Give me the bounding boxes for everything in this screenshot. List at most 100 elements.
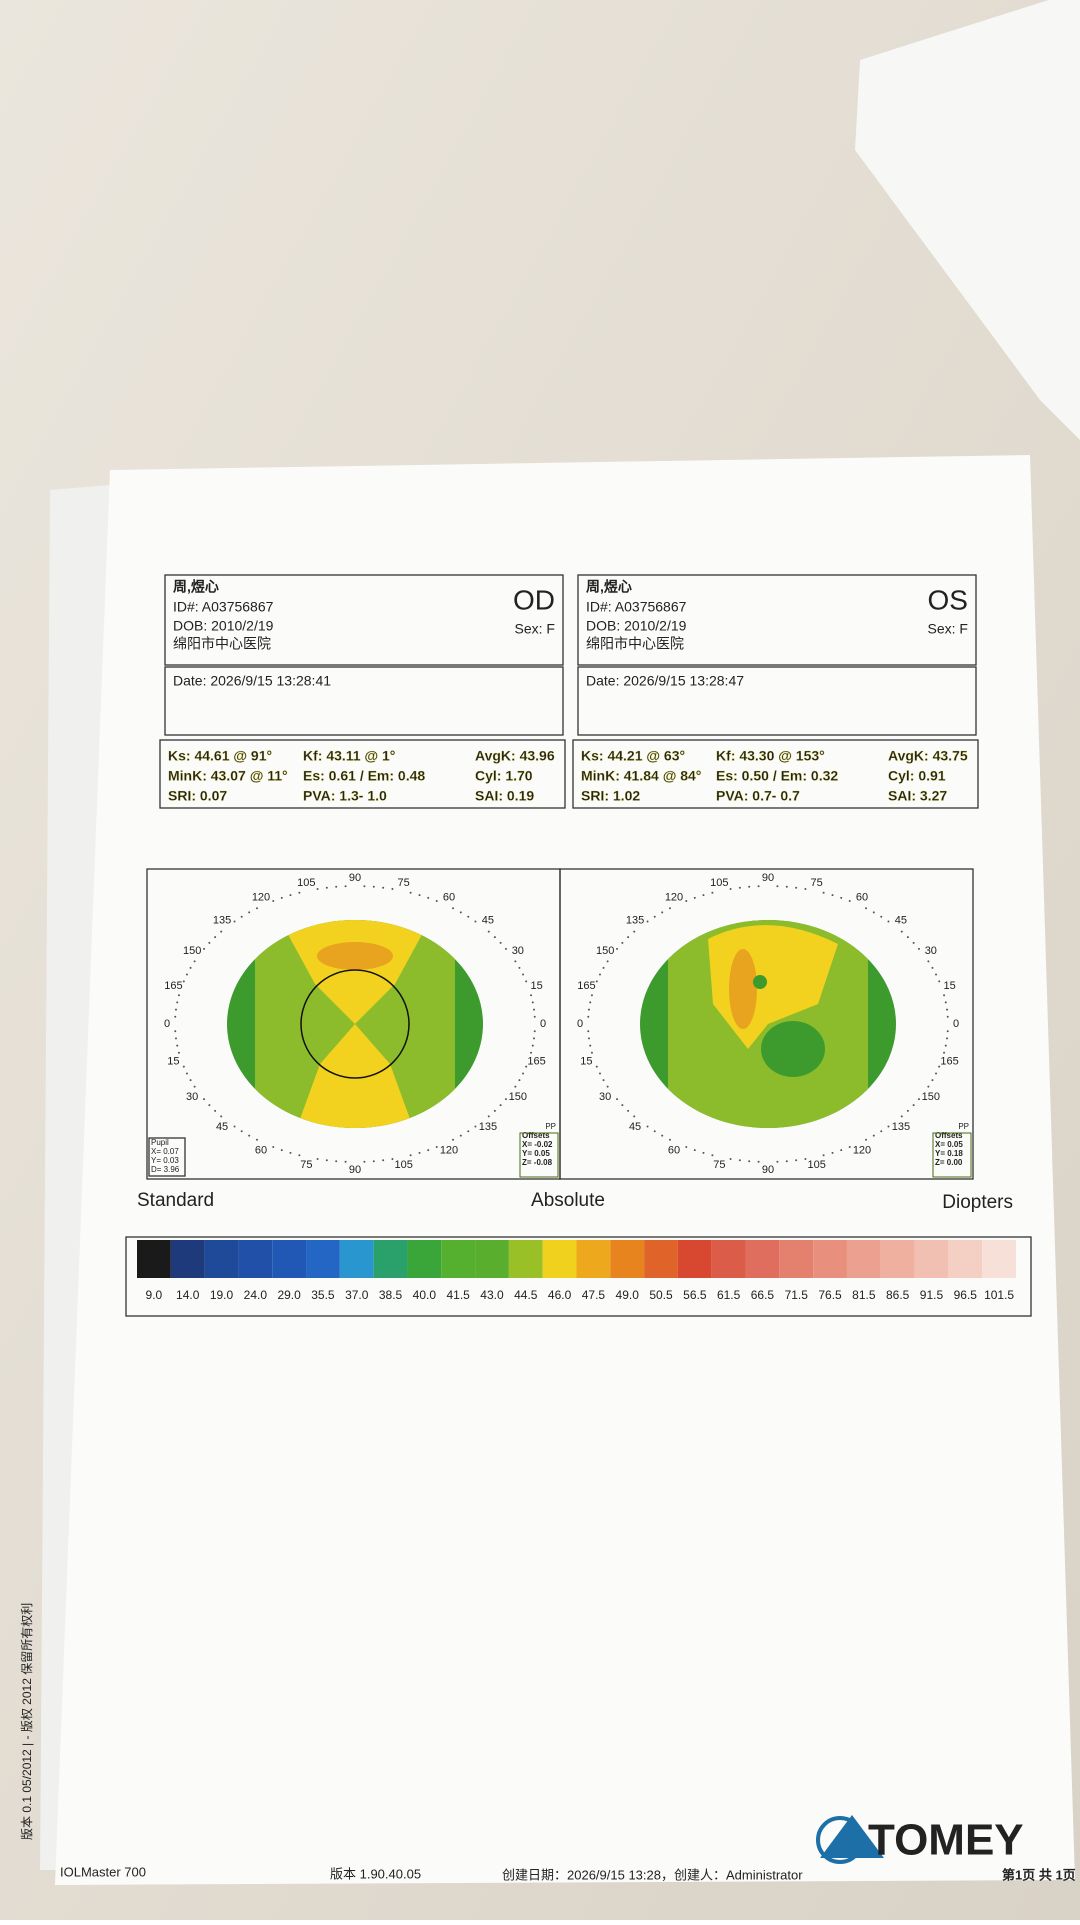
- scale-dot: [757, 885, 760, 888]
- scale-dot: [177, 994, 180, 997]
- scale-dot: [887, 1125, 890, 1128]
- scale-dot: [616, 947, 619, 950]
- scale-dot: [931, 966, 934, 969]
- scale-dot: [363, 885, 366, 888]
- scale-swatch: [306, 1240, 340, 1278]
- scale-dot: [795, 886, 798, 889]
- scale-label: 56.5: [683, 1288, 707, 1302]
- side-text: 版本 0.1 05/2012 | - 版权 2012 保留所有权利: [20, 1603, 34, 1840]
- scale-dot: [525, 980, 528, 983]
- angle-label: 60: [668, 1144, 680, 1156]
- scale-dot: [702, 1151, 705, 1154]
- scale-dot: [518, 1079, 521, 1082]
- index: Es: 0.61 / Em: 0.48: [303, 768, 425, 784]
- scale-swatch: [373, 1240, 408, 1278]
- offset-info: PP: [958, 1122, 969, 1131]
- scale-dot: [289, 1151, 292, 1154]
- angle-label: 60: [856, 891, 868, 903]
- scale-dot: [344, 885, 347, 888]
- scale-dot: [372, 885, 375, 888]
- scale-dot: [711, 891, 714, 894]
- scale-swatch: [779, 1240, 814, 1278]
- scale-swatch: [914, 1240, 949, 1278]
- scale-dot: [530, 994, 533, 997]
- scale-label: 46.0: [548, 1288, 572, 1302]
- scale-swatch: [677, 1240, 712, 1278]
- scale-dot: [785, 885, 788, 888]
- scale-label: 86.5: [886, 1288, 910, 1302]
- angle-label: 15: [943, 980, 955, 992]
- logo-mark: [820, 1815, 884, 1858]
- scale-dot: [711, 1154, 714, 1157]
- scale-dot: [189, 966, 192, 969]
- angle-label: 135: [892, 1121, 910, 1133]
- scale-dot: [233, 920, 236, 923]
- scale-dot: [646, 920, 649, 923]
- scale-dot: [208, 941, 211, 944]
- scale-dot: [587, 1008, 590, 1011]
- scale-dot: [335, 1160, 338, 1163]
- patient-dob: DOB: 2010/2/19: [586, 618, 687, 634]
- index: SAI: 0.19: [475, 788, 534, 804]
- pupil-box: [148, 1137, 186, 1177]
- offset-info: PP: [545, 1122, 556, 1131]
- scale-dot: [533, 1030, 536, 1033]
- index: Cyl: 0.91: [888, 768, 946, 784]
- scale-dot: [316, 1157, 319, 1160]
- scale-dot: [467, 1130, 470, 1133]
- index: Ks: 44.21 @ 63°: [581, 748, 685, 764]
- angle-label: 60: [255, 1144, 267, 1156]
- scale-swatch: [880, 1240, 915, 1278]
- scale-label: 44.5: [514, 1288, 538, 1302]
- sex: Sex: F: [928, 621, 968, 637]
- offset-info: Offsets: [522, 1131, 550, 1140]
- scale-dot: [668, 907, 671, 910]
- scale-swatch: [542, 1240, 577, 1278]
- angle-label: 60: [443, 891, 455, 903]
- index: AvgK: 43.96: [475, 748, 555, 764]
- patient-name: 周,煜心: [586, 579, 632, 595]
- scale-dot: [757, 1160, 760, 1163]
- scale-dot: [203, 947, 206, 950]
- scale-dot: [514, 960, 517, 963]
- scale-dot: [616, 1098, 619, 1101]
- scale-dot: [255, 907, 258, 910]
- scale-swatch: [407, 1240, 442, 1278]
- angle-label: 90: [349, 1164, 361, 1176]
- logo-circle: [816, 1816, 864, 1864]
- scale-dot: [435, 1145, 438, 1148]
- scale-dot: [633, 1115, 636, 1118]
- index: SRI: 0.07: [168, 788, 227, 804]
- scale-dot: [598, 1072, 601, 1075]
- scale-dot: [587, 1015, 590, 1018]
- scale-dot: [504, 1098, 507, 1101]
- scale-dot: [906, 1109, 909, 1112]
- angle-label: 45: [629, 1121, 641, 1133]
- legend-right: Diopters: [942, 1192, 1013, 1213]
- scale-swatch: [272, 1240, 307, 1278]
- scale-dot: [185, 973, 188, 976]
- exam-date: Date: 2026/9/15 13:28:47: [586, 673, 744, 689]
- scale-dot: [240, 1130, 243, 1133]
- topography-map: [640, 920, 896, 1128]
- scale-dot: [595, 1065, 598, 1068]
- patient-id: ID#: A03756867: [173, 599, 274, 615]
- scale-label: 41.5: [446, 1288, 470, 1302]
- scale-dot: [418, 1151, 421, 1154]
- scale-swatch: [576, 1240, 611, 1278]
- scale-swatch: [644, 1240, 678, 1278]
- scale-label: 9.0: [146, 1288, 163, 1302]
- angle-label: 150: [509, 1091, 527, 1103]
- angle-label: 135: [213, 915, 231, 927]
- scale-label: 61.5: [717, 1288, 741, 1302]
- pupil-info: X= 0.07: [151, 1147, 179, 1156]
- scale-dot: [840, 896, 843, 899]
- angle-label: 0: [953, 1018, 959, 1030]
- scale-dot: [487, 930, 490, 933]
- index: MinK: 43.07 @ 11°: [168, 768, 288, 784]
- scale-label: 66.5: [751, 1288, 775, 1302]
- footer-device: IOLMaster 700: [60, 1864, 146, 1879]
- report: 周,煜心 ID#: A03756867 DOB: 2010/2/19 绵阳市中心医院 O…: [20, 574, 1076, 1882]
- scale-label: 19.0: [210, 1288, 234, 1302]
- scale-dot: [335, 885, 338, 888]
